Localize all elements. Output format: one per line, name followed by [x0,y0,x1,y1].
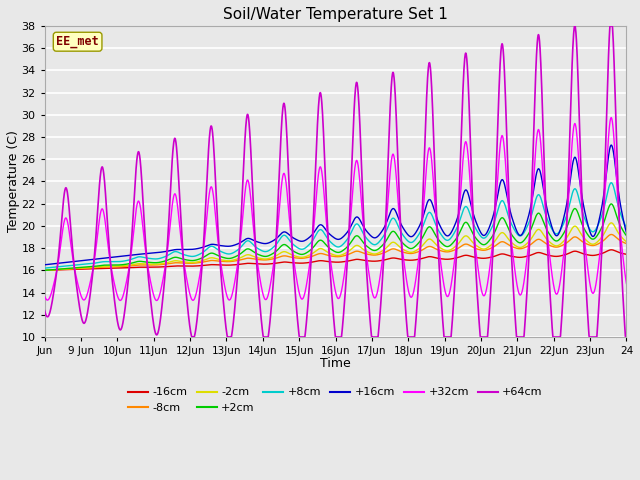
Legend: -16cm, -8cm, -2cm, +2cm, +8cm, +16cm, +32cm, +64cm: -16cm, -8cm, -2cm, +2cm, +8cm, +16cm, +3… [124,383,547,418]
+2cm [607,201,615,207]
+64cm [225,334,232,340]
-16cm [371,258,378,264]
-2cm [614,230,622,236]
+16cm [371,235,378,240]
+8cm [99,259,106,264]
+2cm [225,255,232,261]
+16cm [607,142,615,148]
Y-axis label: Temperature (C): Temperature (C) [7,131,20,232]
+8cm [614,204,622,209]
-16cm [99,265,106,271]
+32cm [153,298,161,303]
+32cm [511,269,519,275]
-8cm [41,267,49,273]
-16cm [614,249,622,255]
+16cm [623,229,630,235]
+32cm [615,207,623,213]
+32cm [607,115,615,120]
-2cm [225,258,232,264]
+8cm [225,251,232,257]
Line: +8cm: +8cm [45,183,627,268]
+2cm [371,248,378,253]
-8cm [371,252,378,258]
-8cm [225,259,232,264]
-2cm [511,242,518,248]
+16cm [614,188,622,194]
Title: Soil/Water Temperature Set 1: Soil/Water Temperature Set 1 [223,7,448,22]
+64cm [371,334,379,340]
+64cm [511,312,519,318]
+2cm [544,228,552,234]
+16cm [544,208,552,214]
Text: EE_met: EE_met [56,35,99,48]
+16cm [41,262,49,268]
-8cm [607,231,615,237]
-16cm [511,254,518,260]
-2cm [544,237,552,243]
Line: -16cm: -16cm [45,250,627,270]
+32cm [99,206,106,212]
+8cm [41,265,49,271]
-8cm [623,240,630,246]
+8cm [511,228,518,233]
+32cm [225,297,232,302]
-2cm [41,267,49,273]
-8cm [544,241,552,247]
Line: -2cm: -2cm [45,223,627,270]
+32cm [544,236,552,242]
+32cm [41,293,49,299]
+2cm [614,218,622,224]
-16cm [225,262,232,268]
+2cm [623,233,630,239]
+64cm [571,23,579,29]
-2cm [607,220,615,226]
-8cm [614,237,622,242]
+32cm [623,281,630,287]
X-axis label: Time: Time [320,358,351,371]
+8cm [371,242,378,248]
+2cm [99,263,106,268]
-16cm [544,252,552,258]
-8cm [511,245,518,251]
+64cm [615,200,623,205]
Line: +32cm: +32cm [45,118,627,300]
+2cm [511,236,518,242]
+64cm [99,165,106,171]
+2cm [41,267,49,273]
Line: +16cm: +16cm [45,145,627,265]
-8cm [99,264,106,270]
-2cm [99,264,106,269]
+64cm [623,334,630,340]
-2cm [371,251,378,257]
Line: +64cm: +64cm [45,26,627,337]
-2cm [623,239,630,245]
+8cm [623,225,630,230]
Line: +2cm: +2cm [45,204,627,270]
-16cm [41,267,49,273]
+64cm [41,308,49,313]
+64cm [544,251,552,257]
-16cm [607,247,615,252]
+16cm [99,255,106,261]
+16cm [511,223,518,229]
Line: -8cm: -8cm [45,234,627,270]
+8cm [607,180,615,186]
+32cm [371,295,379,301]
+64cm [188,334,196,340]
+16cm [225,243,232,249]
+8cm [544,217,552,223]
-16cm [623,252,630,257]
